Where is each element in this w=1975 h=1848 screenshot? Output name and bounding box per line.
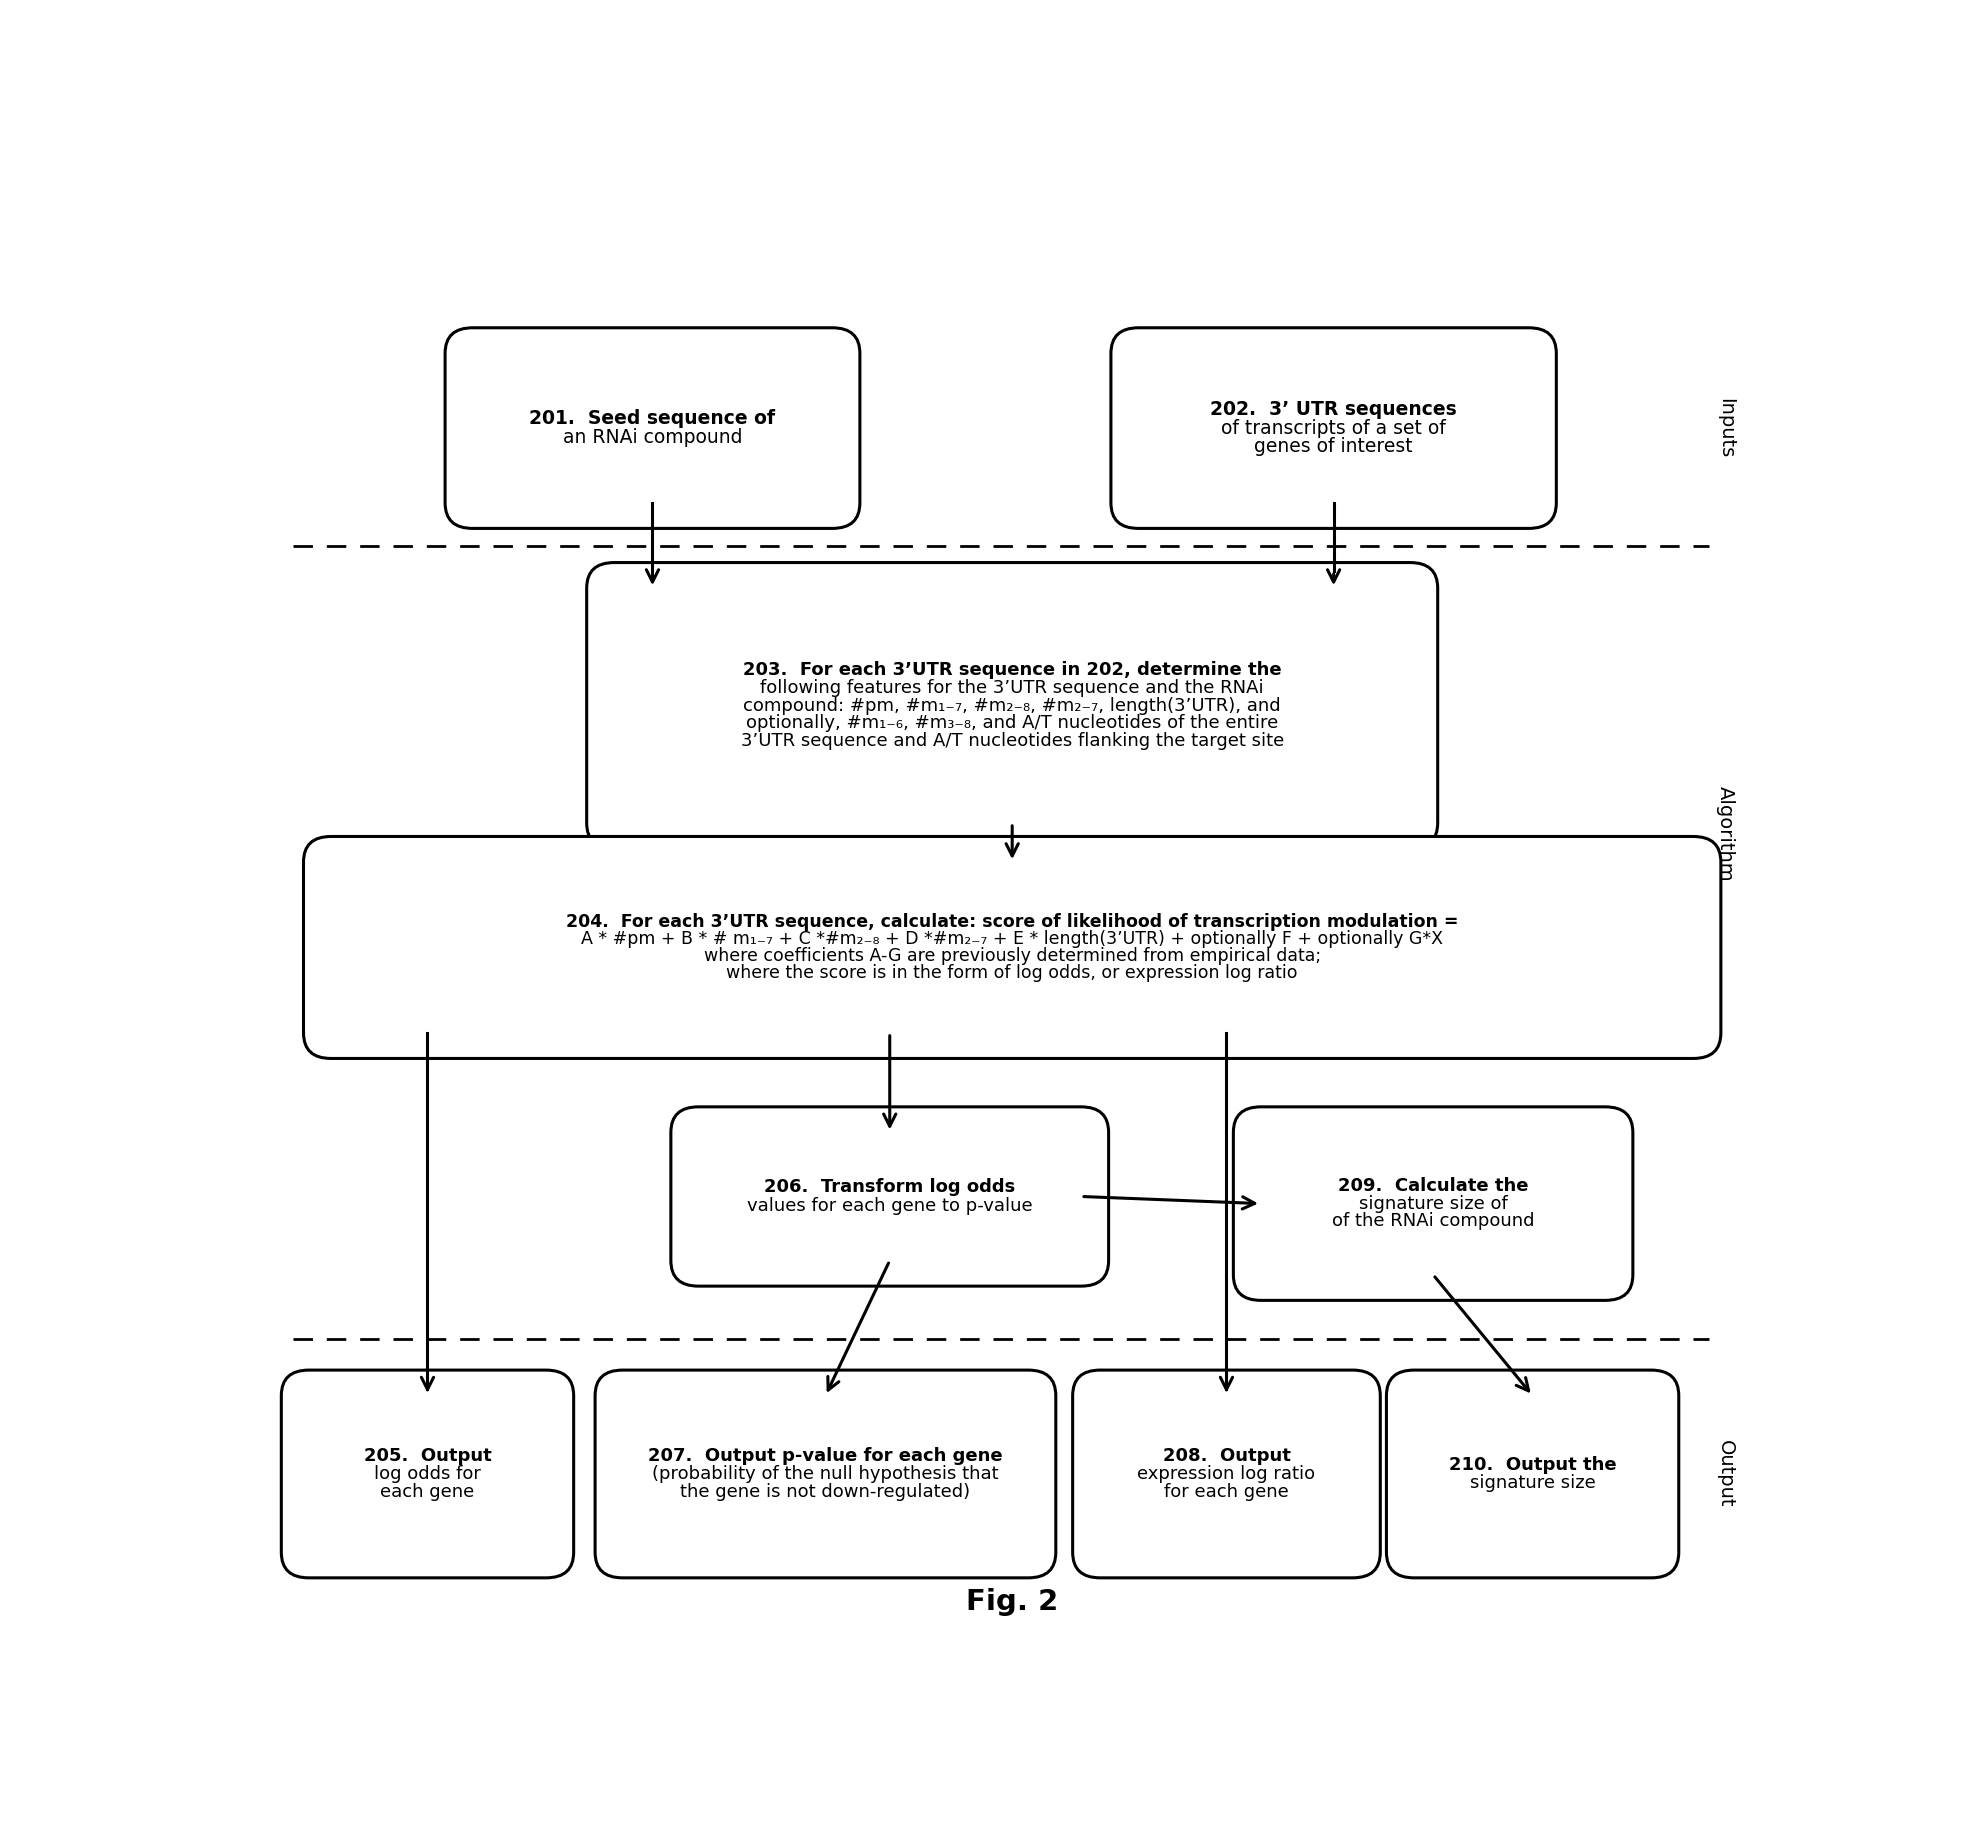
- Text: 203.  For each 3’UTR sequence in 202, determine the: 203. For each 3’UTR sequence in 202, det…: [743, 662, 1282, 680]
- Text: compound: #pm, #m₁₋₇, #m₂₋₈, #m₂₋₇, length(3’UTR), and: compound: #pm, #m₁₋₇, #m₂₋₈, #m₂₋₇, leng…: [743, 697, 1282, 715]
- FancyBboxPatch shape: [304, 837, 1720, 1059]
- Text: where the score is in the form of log odds, or expression log ratio: where the score is in the form of log od…: [727, 965, 1298, 981]
- Text: for each gene: for each gene: [1163, 1482, 1290, 1501]
- Text: where coefficients A-G are previously determined from empirical data;: where coefficients A-G are previously de…: [703, 946, 1321, 965]
- Text: of the RNAi compound: of the RNAi compound: [1331, 1212, 1535, 1229]
- Text: (probability of the null hypothesis that: (probability of the null hypothesis that: [652, 1465, 999, 1482]
- Text: Output: Output: [1716, 1440, 1734, 1508]
- Text: of transcripts of a set of: of transcripts of a set of: [1221, 419, 1446, 438]
- FancyBboxPatch shape: [1072, 1369, 1381, 1578]
- Text: 202.  3’ UTR sequences: 202. 3’ UTR sequences: [1211, 401, 1458, 419]
- Text: log odds for: log odds for: [373, 1465, 482, 1482]
- Text: optionally, #m₁₋₆, #m₃₋₈, and A/T nucleotides of the entire: optionally, #m₁₋₆, #m₃₋₈, and A/T nucleo…: [747, 713, 1278, 732]
- Text: signature size of: signature size of: [1359, 1194, 1507, 1212]
- Text: 207.  Output p-value for each gene: 207. Output p-value for each gene: [648, 1447, 1003, 1465]
- Text: 3’UTR sequence and A/T nucleotides flanking the target site: 3’UTR sequence and A/T nucleotides flank…: [741, 732, 1284, 750]
- Text: A * #pm + B * # m₁₋₇ + C *#m₂₋₈ + D *#m₂₋₇ + E * length(3’UTR) + optionally F + : A * #pm + B * # m₁₋₇ + C *#m₂₋₈ + D *#m₂…: [581, 930, 1444, 948]
- Text: Fig. 2: Fig. 2: [966, 1587, 1059, 1615]
- Text: an RNAi compound: an RNAi compound: [563, 429, 743, 447]
- Text: each gene: each gene: [381, 1482, 474, 1501]
- Text: following features for the 3’UTR sequence and the RNAi: following features for the 3’UTR sequenc…: [760, 678, 1264, 697]
- Text: 205.  Output: 205. Output: [363, 1447, 492, 1465]
- Text: 201.  Seed sequence of: 201. Seed sequence of: [529, 408, 776, 429]
- FancyBboxPatch shape: [1386, 1369, 1679, 1578]
- Text: expression log ratio: expression log ratio: [1138, 1465, 1315, 1482]
- Text: genes of interest: genes of interest: [1254, 436, 1412, 456]
- FancyBboxPatch shape: [594, 1369, 1057, 1578]
- Text: signature size: signature size: [1469, 1475, 1596, 1491]
- Text: values for each gene to p-value: values for each gene to p-value: [747, 1196, 1033, 1214]
- FancyBboxPatch shape: [672, 1107, 1108, 1286]
- FancyBboxPatch shape: [1232, 1107, 1633, 1301]
- Text: Inputs: Inputs: [1716, 397, 1734, 458]
- Text: 210.  Output the: 210. Output the: [1450, 1456, 1616, 1475]
- FancyBboxPatch shape: [444, 327, 859, 529]
- Text: Algorithm: Algorithm: [1716, 785, 1734, 881]
- FancyBboxPatch shape: [280, 1369, 573, 1578]
- FancyBboxPatch shape: [587, 562, 1438, 848]
- Text: 206.  Transform log odds: 206. Transform log odds: [764, 1179, 1015, 1196]
- Text: 208.  Output: 208. Output: [1163, 1447, 1290, 1465]
- Text: the gene is not down-regulated): the gene is not down-regulated): [681, 1482, 970, 1501]
- Text: 204.  For each 3’UTR sequence, calculate: score of likelihood of transcription m: 204. For each 3’UTR sequence, calculate:…: [567, 913, 1458, 931]
- Text: 209.  Calculate the: 209. Calculate the: [1337, 1177, 1529, 1196]
- FancyBboxPatch shape: [1110, 327, 1556, 529]
